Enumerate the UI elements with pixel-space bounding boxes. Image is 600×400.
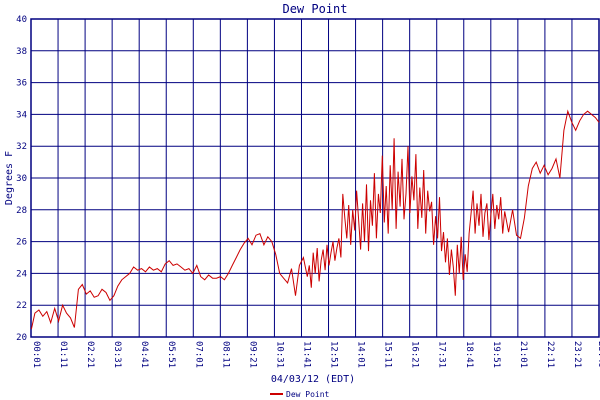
x-tick-label: 12:51 xyxy=(329,341,339,368)
x-tick-label: 07:01 xyxy=(193,341,203,368)
x-axis-label: 04/03/12 (EDT) xyxy=(271,374,355,385)
x-tick-label: 05:51 xyxy=(166,341,176,368)
legend-label: Dew Point xyxy=(286,390,330,399)
x-tick-label: 23:21 xyxy=(572,341,582,368)
x-tick-label: 23:49 xyxy=(596,341,600,368)
x-tick-label: 11:41 xyxy=(301,341,311,368)
y-tick-label: 30 xyxy=(16,174,27,184)
chart-title: Dew Point xyxy=(282,2,347,16)
legend: Dew Point xyxy=(270,390,330,399)
x-tick-label: 18:41 xyxy=(464,341,474,368)
y-tick-label: 40 xyxy=(16,15,27,25)
y-tick-label: 28 xyxy=(16,206,27,216)
x-tick-label: 21:01 xyxy=(518,341,528,368)
x-tick-label: 00:01 xyxy=(31,341,41,368)
y-tick-labels: 20 22 24 26 28 30 32 34 36 38 40 xyxy=(16,15,27,343)
y-tick-label: 24 xyxy=(16,269,27,279)
series-layer xyxy=(30,109,600,330)
y-tick-label: 38 xyxy=(16,47,27,57)
x-tick-labels: 00:01 01:11 02:21 03:31 04:41 05:51 07:01 08:11… xyxy=(31,341,600,368)
x-tick-label: 16:21 xyxy=(410,341,420,368)
x-tick-label: 01:11 xyxy=(58,341,68,368)
dew-point-series-line xyxy=(30,109,600,330)
y-tick-label: 20 xyxy=(16,333,27,343)
x-tick-label: 14:01 xyxy=(356,341,366,368)
x-tick-label: 10:31 xyxy=(274,341,284,368)
x-tick-label: 09:21 xyxy=(247,341,257,368)
y-tick-label: 36 xyxy=(16,79,27,89)
x-tick-label: 08:11 xyxy=(220,341,230,368)
x-tick-label: 15:11 xyxy=(383,341,393,368)
plot-frame xyxy=(30,18,600,338)
x-tick-label: 03:31 xyxy=(112,341,122,368)
x-tick-label: 04:41 xyxy=(139,341,149,368)
y-tick-label: 26 xyxy=(16,238,27,248)
x-tick-label: 22:11 xyxy=(545,341,555,368)
x-tick-label: 17:31 xyxy=(437,341,447,368)
y-tick-label: 22 xyxy=(16,301,27,311)
y-axis-label: Degrees F xyxy=(4,151,15,205)
y-tick-label: 32 xyxy=(16,142,27,152)
x-tick-label: 19:51 xyxy=(491,341,501,368)
y-tick-label: 34 xyxy=(16,110,27,120)
x-tick-label: 02:21 xyxy=(85,341,95,368)
